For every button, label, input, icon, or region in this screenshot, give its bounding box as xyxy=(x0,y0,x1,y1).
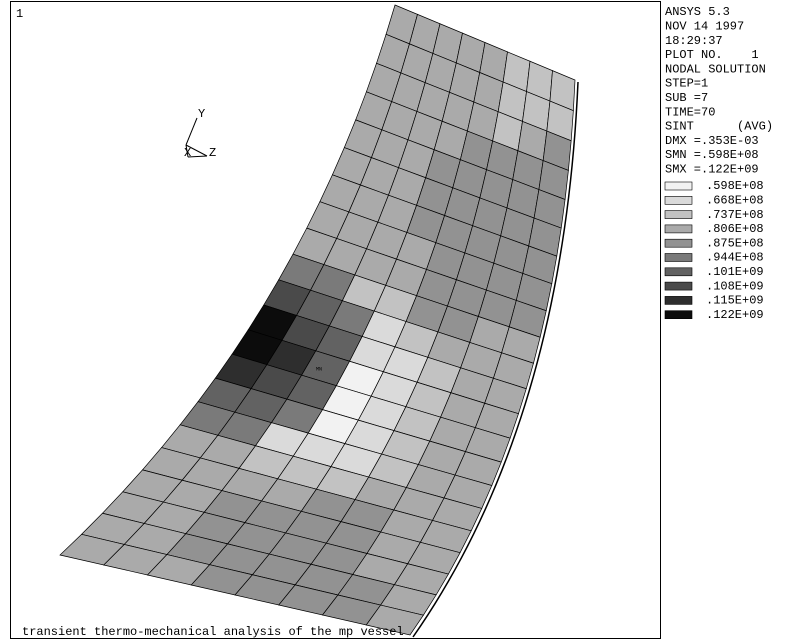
info-line: PLOT NO. 1 xyxy=(665,48,759,62)
legend-label: .944E+08 xyxy=(706,251,764,265)
info-line: 18:29:37 xyxy=(665,34,723,48)
window-number: 1 xyxy=(16,7,23,21)
legend-swatch xyxy=(665,239,692,247)
legend-swatch xyxy=(665,296,692,304)
info-line: SMX =.122E+09 xyxy=(665,162,759,176)
legend-swatch xyxy=(665,268,692,276)
legend-label: .737E+08 xyxy=(706,208,764,222)
plot-window: 1 Y X Z MN transient thermo-mechanical a… xyxy=(0,0,787,640)
info-line: NODAL SOLUTION xyxy=(665,62,766,76)
legend-label: .115E+09 xyxy=(706,294,764,308)
legend-label: .108E+09 xyxy=(706,279,764,293)
min-marker: MN xyxy=(316,366,322,372)
legend-swatch xyxy=(665,211,692,219)
legend-swatch xyxy=(665,311,692,319)
info-line: SUB =7 xyxy=(665,91,708,105)
triad-label: Z xyxy=(209,146,216,160)
legend-swatch xyxy=(665,182,692,190)
legend: .598E+08.668E+08.737E+08.806E+08.875E+08… xyxy=(665,179,764,322)
legend-label: .598E+08 xyxy=(706,179,764,193)
legend-label: .875E+08 xyxy=(706,236,764,250)
info-line: SINT (AVG) xyxy=(665,120,773,134)
legend-swatch xyxy=(665,196,692,204)
legend-label: .101E+09 xyxy=(706,265,764,279)
info-line: TIME=70 xyxy=(665,105,715,119)
legend-label: .668E+08 xyxy=(706,193,764,207)
legend-label: .806E+08 xyxy=(706,222,764,236)
page: 1 Y X Z MN transient thermo-mechanical a… xyxy=(0,0,787,640)
triad-label: Y xyxy=(198,107,205,121)
legend-swatch xyxy=(665,282,692,290)
info-line: STEP=1 xyxy=(665,77,708,91)
legend-swatch xyxy=(665,254,692,262)
legend-label: .122E+09 xyxy=(706,308,764,322)
info-line: SMN =.598E+08 xyxy=(665,148,759,162)
caption: transient thermo-mechanical analysis of … xyxy=(22,625,404,639)
info-line: ANSYS 5.3 xyxy=(665,5,730,19)
triad-label: X xyxy=(184,146,191,160)
info-line: DMX =.353E-03 xyxy=(665,134,759,148)
info-line: NOV 14 1997 xyxy=(665,19,744,33)
legend-swatch xyxy=(665,225,692,233)
